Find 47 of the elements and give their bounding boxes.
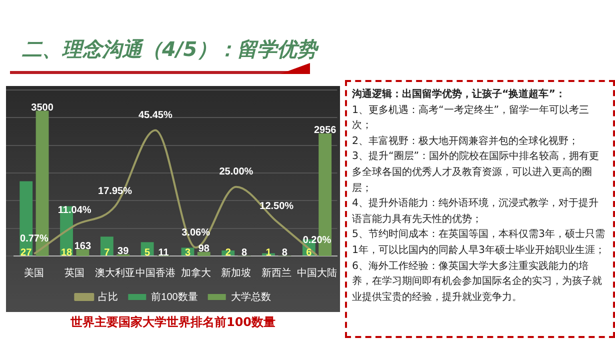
- text: 3、提升“圈层”：国外的院校在国际中排名较高，拥有更多全球各国的优秀人才及教育资源，可以进入更高的圈层；: [352, 150, 600, 196]
- data-label: 98: [198, 244, 210, 255]
- chart-title: 二、理念沟通（4/5）：留学优势: [22, 36, 318, 63]
- x-tick-label: 中国香港: [135, 266, 176, 279]
- x-tick-label: 中国大陆: [297, 266, 337, 279]
- data-label: 8: [282, 247, 288, 258]
- text: 4、提升外语能力：纯外语环境，沉浸式教学，对于提升语言能力具有先天性的优势；: [352, 196, 600, 227]
- data-label: 45.45%: [138, 110, 172, 122]
- bar: [100, 236, 114, 256]
- data-label: 2956: [314, 125, 337, 136]
- data-label: 1: [266, 247, 272, 258]
- data-label: 18: [60, 247, 73, 258]
- data-label: 39: [118, 246, 130, 258]
- x-tick-label: 澳大利亚: [95, 266, 135, 279]
- text: 沟通逻辑：出国留学优势，让孩子“换道超车”：: [352, 87, 566, 102]
- data-label: 0.20%: [302, 235, 332, 246]
- x-tick-label: 新西兰: [262, 266, 292, 279]
- data-label: 11.04%: [58, 205, 92, 216]
- data-label: 163: [74, 240, 92, 252]
- x-tick-label: 美国: [24, 266, 44, 279]
- legend-label: 占比: [98, 290, 118, 303]
- text: 世界主要国家大学世界排名前100数量: [69, 314, 277, 331]
- data-label: 7: [104, 247, 110, 258]
- data-label: 3.06%: [182, 227, 210, 238]
- data-label: 12.50%: [260, 201, 294, 212]
- x-tick-label: 英国: [64, 266, 85, 279]
- data-label: 3500: [31, 102, 54, 114]
- text: 6、海外工作经验：像英国大学大多注重实践能力的培养，在学习期间即有机会参加国际名企的实习，为孩子就业提供宝贵的经验，提升就业竞争力。: [352, 260, 603, 305]
- legend-label: 前100数量: [151, 290, 198, 303]
- x-tick-label: 加拿大: [180, 266, 211, 279]
- data-label: 27: [20, 247, 32, 258]
- data-label: 6: [306, 247, 312, 258]
- data-label: 17.95%: [98, 186, 132, 198]
- data-label: 0.77%: [20, 234, 48, 245]
- text: 1、更多机遇：高考“一考定终生”，留学一年可以考三次；: [352, 104, 590, 134]
- data-label: 3: [184, 247, 191, 258]
- data-label: 25.00%: [219, 166, 254, 178]
- data-label: 2: [225, 247, 232, 258]
- data-label: 8: [242, 247, 248, 258]
- legend-label: 大学总数: [230, 290, 271, 303]
- text: 5、节约时间成本：在英国等国，本科仅需3年，硕士只需1年，可以比国内的同龄人早3年硕士毕业开始职业生涯；: [352, 228, 606, 258]
- bar: [76, 249, 90, 256]
- text: 2、丰富视野：极大地开阔兼容并包的全球化视野；: [352, 134, 580, 149]
- data-label: 11: [158, 247, 170, 258]
- x-tick-label: 新加坡: [221, 266, 252, 279]
- data-label: 5: [144, 247, 151, 258]
- bar: [197, 252, 210, 256]
